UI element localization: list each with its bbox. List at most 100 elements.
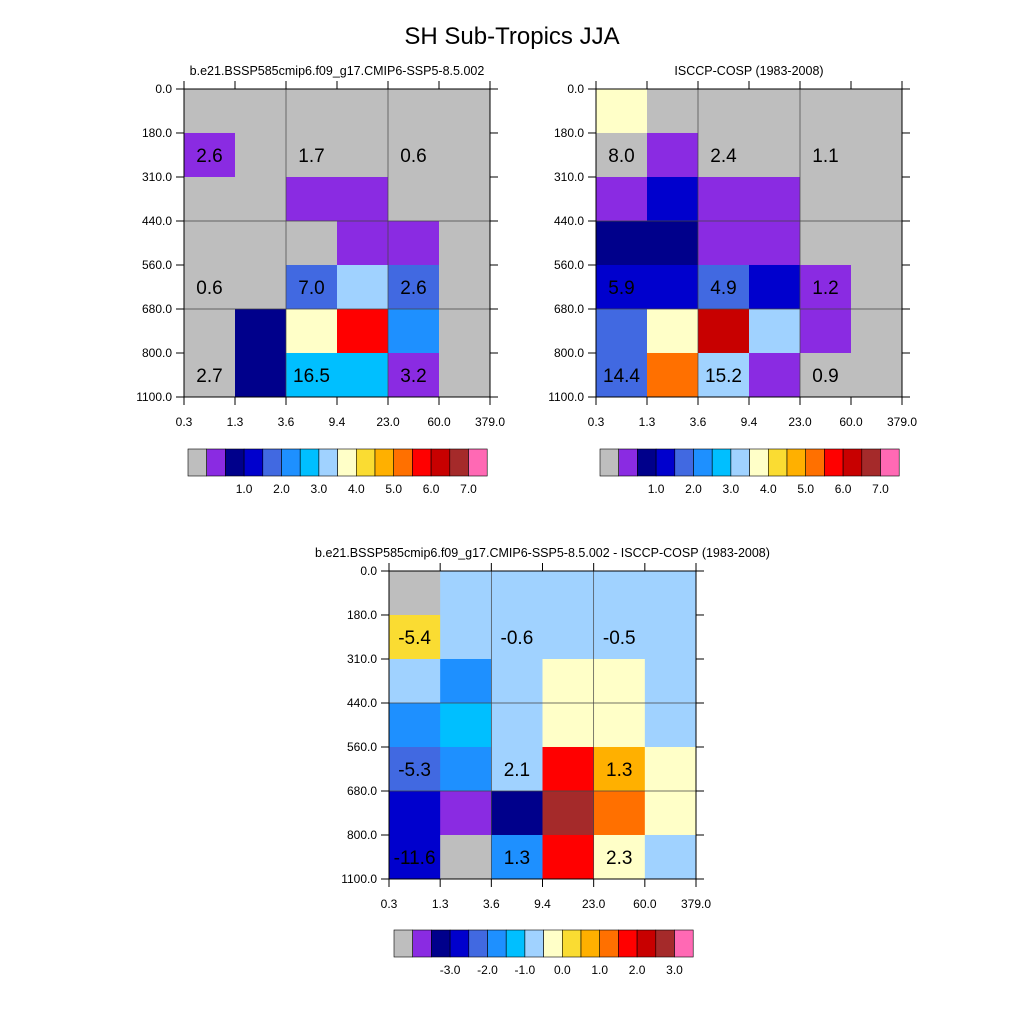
- heatmap-cell: [596, 309, 648, 354]
- heatmap-cell: [235, 176, 287, 222]
- heatmap-cell: [596, 176, 648, 222]
- heatmap-cell: [286, 309, 338, 354]
- legend-swatch: [580, 929, 601, 958]
- heatmap-cell: [851, 264, 903, 310]
- heatmap-cell: [388, 264, 440, 310]
- heatmap-cell: [644, 703, 697, 748]
- figure-title: SH Sub-Tropics JJA: [404, 23, 619, 50]
- heatmap-cell: [593, 614, 646, 660]
- x-tick-label: 1.3: [432, 897, 449, 911]
- cell-annotation: -5.4: [398, 628, 431, 649]
- y-tick-label: 1100.0: [136, 390, 172, 404]
- heatmap-cell: [491, 614, 543, 660]
- heatmap-cell: [542, 614, 595, 660]
- heatmap-cell: [491, 746, 543, 792]
- y-tick-label: 680.0: [347, 784, 377, 798]
- heatmap-cell: [440, 571, 492, 616]
- heatmap-cell: [439, 264, 491, 310]
- legend-label: 1.0: [236, 482, 253, 496]
- legend-swatch: [786, 448, 807, 477]
- legend-swatch: [374, 448, 395, 477]
- heatmap-cell: [593, 571, 646, 616]
- legend-label: 2.0: [629, 963, 646, 977]
- heatmap-cell: [647, 309, 699, 354]
- legend-swatch: [262, 448, 282, 477]
- heatmap-cell: [542, 746, 595, 792]
- heatmap-cell: [644, 791, 697, 836]
- heatmap-cell: [388, 132, 440, 178]
- heatmap-cell: [235, 89, 287, 134]
- y-tick-label: 800.0: [554, 346, 584, 360]
- legend-label: 7.0: [460, 482, 477, 496]
- heatmap-cell: [596, 89, 648, 134]
- heatmap-cell: [593, 703, 646, 748]
- heatmap-cell: [439, 309, 491, 354]
- heatmap-cell: [542, 571, 595, 616]
- x-tick-label: 379.0: [887, 415, 917, 429]
- legend-swatch: [505, 929, 526, 958]
- heatmap-cell: [593, 746, 646, 792]
- heatmap-cell: [389, 791, 441, 836]
- heatmap-cell: [389, 658, 441, 704]
- heatmap-cell: [439, 89, 491, 134]
- heatmap-cell: [235, 221, 287, 266]
- heatmap-cell: [388, 309, 440, 354]
- heatmap-cell: [388, 352, 440, 398]
- heatmap-cell: [235, 352, 287, 398]
- heatmap-cell: [698, 132, 750, 178]
- heatmap-cell: [337, 264, 389, 310]
- heatmap-cell: [698, 221, 750, 266]
- heatmap-cell: [542, 658, 595, 704]
- legend-swatch: [355, 448, 376, 477]
- y-tick-label: 180.0: [142, 126, 172, 140]
- heatmap-cell: [440, 791, 492, 836]
- cell-annotation: 4.9: [710, 278, 736, 299]
- x-tick-label: 0.3: [588, 415, 605, 429]
- x-tick-label: 9.4: [534, 897, 551, 911]
- x-tick-label: 9.4: [741, 415, 758, 429]
- legend-swatch: [393, 448, 413, 477]
- cell-annotation: 2.6: [196, 146, 222, 167]
- legend-swatch: [468, 448, 488, 477]
- cell-annotation: 2.6: [400, 278, 426, 299]
- legend-swatch: [187, 448, 208, 477]
- legend-swatch: [449, 448, 469, 477]
- legend-swatch: [524, 929, 544, 958]
- legend-swatch: [299, 448, 320, 477]
- legend-swatch: [805, 448, 825, 477]
- legend-swatch: [674, 448, 694, 477]
- heatmap-cell: [286, 264, 338, 310]
- cell-annotation: 1.1: [812, 146, 838, 167]
- heatmap-cell: [647, 352, 699, 398]
- heatmap-cell: [596, 221, 648, 266]
- legend-label: 7.0: [872, 482, 889, 496]
- heatmap-cell: [388, 221, 440, 266]
- heatmap-cell: [286, 132, 338, 178]
- cell-annotation: 15.2: [705, 366, 742, 387]
- cell-annotation: 1.2: [812, 278, 838, 299]
- heatmap-cell: [596, 352, 648, 398]
- heatmap-cell: [235, 264, 287, 310]
- legend-swatch: [206, 448, 226, 477]
- legend-swatch: [655, 448, 676, 477]
- legend-swatch: [487, 929, 507, 958]
- heatmap-cell: [647, 264, 699, 310]
- heatmap-cell: [491, 703, 543, 748]
- heatmap-cell: [184, 176, 236, 222]
- heatmap-cell: [389, 703, 441, 748]
- heatmap-cell: [749, 221, 801, 266]
- legend-swatch: [599, 929, 619, 958]
- heatmap-cell: [644, 746, 697, 792]
- legend-swatch: [637, 448, 657, 477]
- y-tick-label: 800.0: [347, 828, 377, 842]
- y-tick-label: 680.0: [554, 302, 584, 316]
- heatmap-cell: [184, 89, 236, 134]
- cell-annotation: 3.2: [400, 366, 426, 387]
- heatmap-cell: [389, 834, 441, 880]
- legend-label: 6.0: [423, 482, 440, 496]
- heatmap-cell: [800, 89, 852, 134]
- legend-swatch: [693, 448, 713, 477]
- cell-annotation: -11.6: [394, 848, 436, 869]
- legend-swatch: [561, 929, 582, 958]
